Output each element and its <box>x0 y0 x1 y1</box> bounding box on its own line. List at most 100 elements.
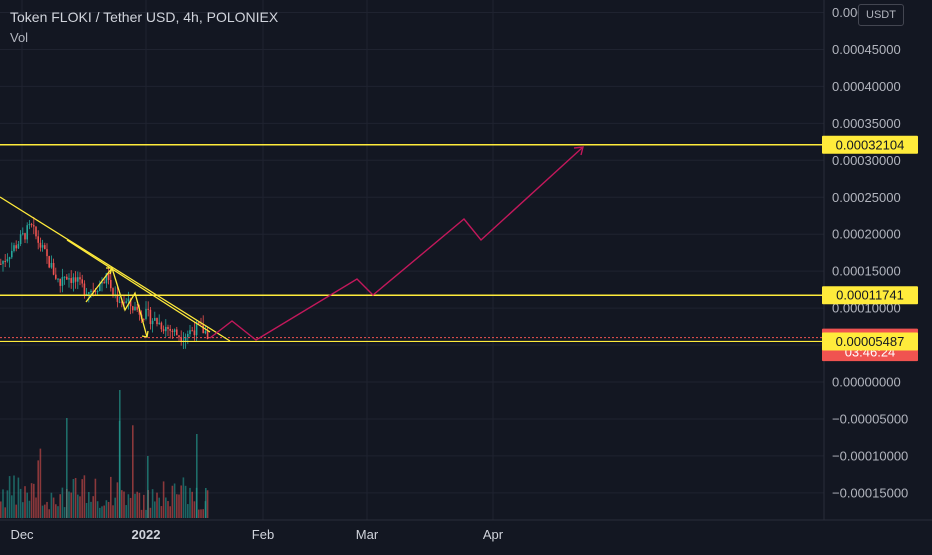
volume-bar <box>66 418 68 518</box>
volume-bar <box>77 494 79 518</box>
candle-body <box>110 279 112 289</box>
volume-bar <box>28 500 31 518</box>
candle-body <box>158 322 160 325</box>
candle-body <box>103 282 105 284</box>
y-tick-label: 0.00030000 <box>832 153 901 168</box>
volume-bar <box>202 509 204 518</box>
volume-bar <box>0 501 2 518</box>
candle-body <box>68 278 70 280</box>
volume-bar <box>134 493 136 518</box>
candle-body <box>77 277 79 282</box>
candle-body <box>39 242 42 248</box>
y-tick-label: −0.00015000 <box>832 485 908 500</box>
candle-body <box>6 259 9 262</box>
candle-body <box>61 277 64 286</box>
volume-bar <box>125 505 127 518</box>
candle-body <box>149 309 152 325</box>
candle-body <box>52 263 55 275</box>
volume-bar <box>198 509 200 518</box>
candle-body <box>92 290 94 292</box>
volume-bars <box>0 390 209 518</box>
volume-bar <box>85 502 88 518</box>
candle-body <box>138 309 141 315</box>
volume-bar <box>72 478 75 518</box>
volume-bar <box>114 497 116 518</box>
volume-bar <box>187 504 189 518</box>
projection-arrow-head <box>573 146 584 156</box>
volume-bar <box>182 477 185 518</box>
volume-bar <box>57 506 59 518</box>
candle-body <box>125 301 127 303</box>
volume-bar <box>160 506 163 518</box>
candle-body <box>123 302 125 304</box>
volume-bar <box>112 505 114 518</box>
candle-body <box>167 326 169 330</box>
volume-bar <box>151 489 154 518</box>
volume-bar <box>55 504 57 518</box>
candle-body <box>8 257 11 260</box>
candle-body <box>28 224 31 226</box>
candlesticks <box>0 216 209 349</box>
candle-body <box>15 245 17 249</box>
candle-body <box>184 336 187 341</box>
candle-body <box>189 330 191 334</box>
candle-body <box>2 260 4 264</box>
candle-body <box>66 276 68 280</box>
candle-body <box>116 294 119 302</box>
descending-trendline <box>0 196 231 342</box>
y-tick-label: 0.00045000 <box>832 42 901 57</box>
candle-body <box>134 306 136 311</box>
volume-bar <box>52 497 55 518</box>
candle-body <box>70 278 72 283</box>
volume-indicator-label[interactable]: Vol <box>10 30 29 45</box>
candle-body <box>143 318 145 320</box>
x-tick-label: Feb <box>252 527 274 542</box>
symbol-title[interactable]: Token FLOKI / Tether USD, 4h, POLONIEX <box>10 9 279 25</box>
y-tick-label: 0.00010000 <box>832 301 901 316</box>
candle-body <box>22 233 24 235</box>
candle-body <box>162 329 165 332</box>
volume-bar <box>74 477 77 518</box>
candle-body <box>191 330 193 332</box>
candle-body <box>83 283 86 295</box>
volume-bar <box>158 497 160 518</box>
volume-bar <box>127 494 130 518</box>
candle-body <box>204 331 207 334</box>
candle-body <box>195 322 198 336</box>
volume-bar <box>13 475 15 518</box>
candle-body <box>99 283 101 292</box>
volume-bar <box>94 478 97 518</box>
candle-body <box>72 277 75 283</box>
candle-body <box>13 245 15 251</box>
currency-button[interactable]: USDT <box>858 4 904 26</box>
candle-body <box>33 225 35 227</box>
candle-body <box>30 224 33 226</box>
volume-bar <box>8 476 11 518</box>
y-tick-label: 0.00040000 <box>832 79 901 94</box>
candle-body <box>193 330 196 336</box>
candle-body <box>81 279 83 284</box>
candle-body <box>74 277 77 282</box>
candle-body <box>11 250 13 258</box>
volume-bar <box>92 496 94 518</box>
projection-path <box>209 146 584 341</box>
candle-body <box>94 291 97 293</box>
x-tick-label: Apr <box>483 527 504 542</box>
candle-body <box>35 226 37 237</box>
candle-body <box>176 329 178 336</box>
candle-body <box>55 274 57 279</box>
y-tick-label: 0.00025000 <box>832 190 901 205</box>
volume-bar <box>15 504 17 518</box>
volume-bar <box>191 491 193 518</box>
candle-body <box>19 234 22 245</box>
candle-body <box>112 288 114 296</box>
volume-bar <box>44 504 46 518</box>
candle-body <box>202 324 204 334</box>
volume-bar <box>154 501 156 518</box>
volume-bar <box>167 501 169 518</box>
volume-bar <box>110 476 112 518</box>
volume-bar <box>171 485 174 518</box>
volume-bar <box>193 501 196 518</box>
